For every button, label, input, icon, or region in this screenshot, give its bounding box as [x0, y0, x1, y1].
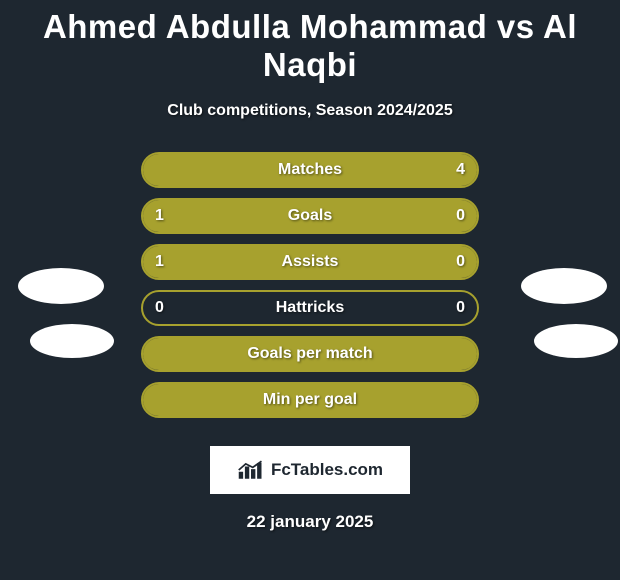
page-title: Ahmed Abdulla Mohammad vs Al Naqbi	[0, 0, 620, 84]
fill-left	[143, 200, 404, 232]
stat-label: Min per goal	[263, 391, 357, 409]
stat-row: 4 Matches	[141, 152, 479, 188]
stat-label: Assists	[282, 253, 339, 271]
fill-right	[404, 200, 477, 232]
stat-label: Matches	[278, 161, 342, 179]
date: 22 january 2025	[0, 512, 620, 532]
stat-label: Hattricks	[276, 299, 344, 317]
stat-row: Goals per match	[141, 336, 479, 372]
chart-area: 4 Matches 1 0 Goals 1 0 Assists 0 0 Hattricks Goals…	[0, 152, 620, 432]
value-left: 1	[155, 253, 164, 271]
fctables-logo: FcTables.com	[210, 446, 410, 494]
subtitle: Club competitions, Season 2024/2025	[0, 102, 620, 120]
stat-row: Min per goal	[141, 382, 479, 418]
stat-label: Goals per match	[247, 345, 372, 363]
player2-blob	[521, 268, 607, 304]
value-left: 0	[155, 299, 164, 317]
stat-row: 0 0 Hattricks	[141, 290, 479, 326]
stat-row: 1 0 Assists	[141, 244, 479, 280]
value-right: 0	[456, 253, 465, 271]
player2-blob	[534, 324, 618, 358]
value-right: 4	[456, 161, 465, 179]
value-right: 0	[456, 207, 465, 225]
player1-blob	[18, 268, 104, 304]
value-left: 1	[155, 207, 164, 225]
player1-blob	[30, 324, 114, 358]
fill-left	[143, 246, 404, 278]
logo-text: FcTables.com	[271, 460, 383, 480]
value-right: 0	[456, 299, 465, 317]
chart-icon	[237, 459, 265, 481]
stat-row: 1 0 Goals	[141, 198, 479, 234]
fill-right	[404, 246, 477, 278]
stat-label: Goals	[288, 207, 332, 225]
